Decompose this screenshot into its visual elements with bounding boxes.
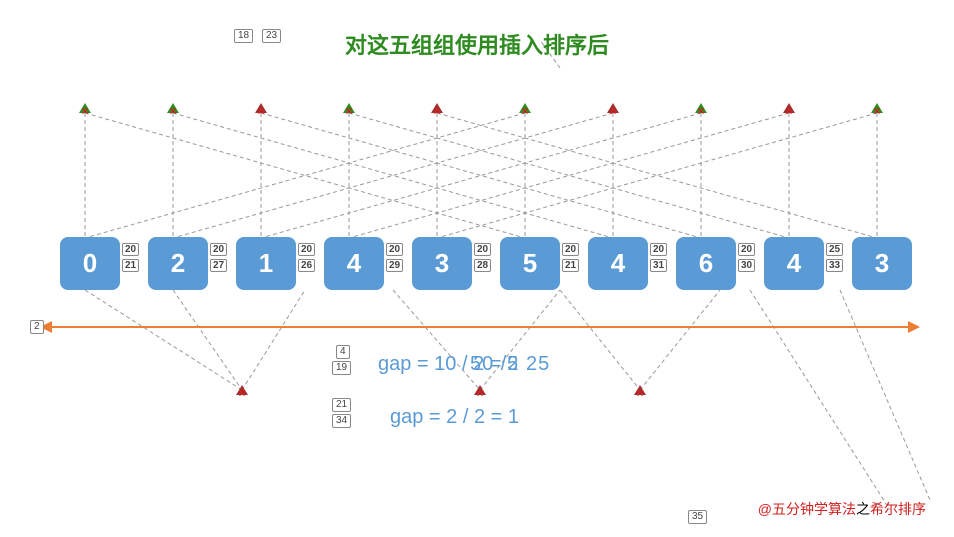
- gap2-box-b: 34: [332, 414, 351, 428]
- array-cell: 42029: [324, 237, 384, 290]
- diagram-title: 对这五组组使用插入排序后: [345, 28, 609, 60]
- marker-x-icon: ×: [697, 104, 704, 118]
- marker-x-icon: ×: [609, 104, 616, 118]
- cell-mini-top: 20: [650, 243, 667, 256]
- array-row: 0202122027120264202932028520214203162030…: [60, 237, 912, 290]
- axis-label: 2: [30, 320, 44, 334]
- footer-at: @五分钟学算法: [758, 501, 856, 517]
- array-cell: 02021: [60, 237, 120, 290]
- cell-mini-top: 20: [122, 243, 139, 256]
- cell-mini-top: 25: [826, 243, 843, 256]
- header-box-1: 18: [234, 29, 253, 43]
- cell-mini-bot: 30: [738, 259, 755, 272]
- marker-x-icon: ×: [345, 104, 352, 118]
- array-cell: 12026: [236, 237, 296, 290]
- marker-x-icon: ×: [257, 104, 264, 118]
- array-cell: 42533: [764, 237, 824, 290]
- gap-overlay: 50 /2 25: [470, 353, 550, 376]
- marker-x-icon: ×: [636, 386, 643, 400]
- cell-mini-top: 20: [562, 243, 579, 256]
- marker-x-icon: ×: [81, 104, 88, 118]
- array-cell: 42031: [588, 237, 648, 290]
- cell-mini-bot: 31: [650, 259, 667, 272]
- footer-credit: @五分钟学算法之希尔排序: [758, 499, 926, 519]
- cell-mini-top: 20: [474, 243, 491, 256]
- cell-mini-bot: 28: [474, 259, 491, 272]
- cell-mini-bot: 29: [386, 259, 403, 272]
- cell-mini-bot: 21: [122, 259, 139, 272]
- gap-line-2: gap = 2 / 2 = 1: [390, 406, 519, 429]
- cell-mini-bot: 33: [826, 259, 843, 272]
- footer-name: 希尔排序: [870, 501, 926, 517]
- cell-mini-bot: 21: [562, 259, 579, 272]
- footer-mid: 之: [856, 501, 870, 517]
- array-cell: 3: [852, 237, 912, 290]
- cell-mini-top: 20: [386, 243, 403, 256]
- header-box-2: 23: [262, 29, 281, 43]
- marker-x-icon: ×: [238, 386, 245, 400]
- array-cell: 22027: [148, 237, 208, 290]
- array-cell: 32028: [412, 237, 472, 290]
- marker-x-icon: ×: [169, 104, 176, 118]
- marker-x-icon: ×: [785, 104, 792, 118]
- footer-box: 35: [688, 510, 707, 524]
- cell-mini-top: 20: [210, 243, 227, 256]
- gap1-box-b: 19: [332, 361, 351, 375]
- marker-x-icon: ×: [476, 386, 483, 400]
- axis-arrow: [50, 326, 910, 328]
- cell-mini-top: 20: [738, 243, 755, 256]
- array-cell: 52021: [500, 237, 560, 290]
- marker-x-icon: ×: [873, 104, 880, 118]
- cell-mini-bot: 26: [298, 259, 315, 272]
- marker-x-icon: ×: [521, 104, 528, 118]
- cell-mini-top: 20: [298, 243, 315, 256]
- cell-mini-bot: 27: [210, 259, 227, 272]
- marker-x-icon: ×: [433, 104, 440, 118]
- gap2-box-a: 21: [332, 398, 351, 412]
- gap1-box-a: 4: [336, 345, 350, 359]
- array-cell: 62030: [676, 237, 736, 290]
